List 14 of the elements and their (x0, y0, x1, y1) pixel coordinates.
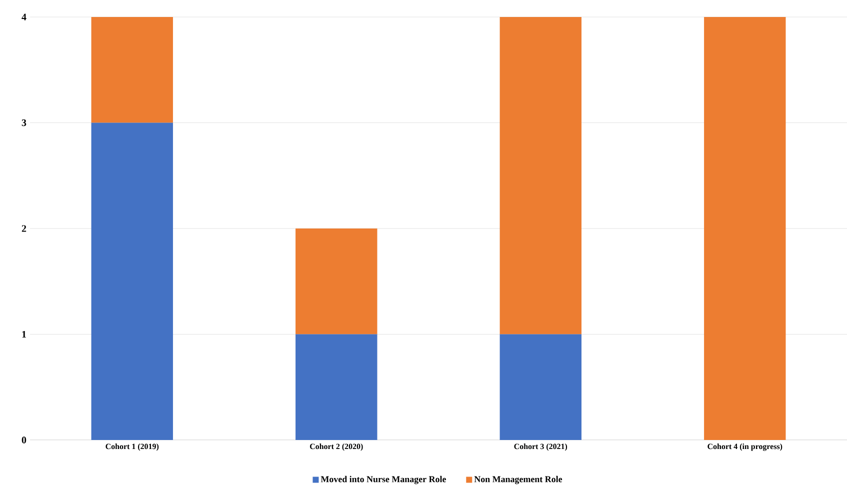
bar (91, 16, 173, 123)
legend-label: Non Management Role (474, 476, 562, 484)
legend-label: Moved into Nurse Manager Role (320, 476, 446, 484)
y-tick-label: 3 (22, 119, 26, 126)
y-tick-label: 2 (22, 225, 26, 232)
bar (704, 16, 786, 440)
bar (500, 16, 582, 334)
bar (296, 228, 378, 334)
bar (500, 334, 582, 440)
y-tick-label: 1 (22, 330, 26, 338)
y-tick-label: 0 (22, 436, 26, 444)
y-tick-label: 4 (22, 14, 26, 20)
bar (91, 122, 173, 440)
bar (296, 334, 378, 440)
